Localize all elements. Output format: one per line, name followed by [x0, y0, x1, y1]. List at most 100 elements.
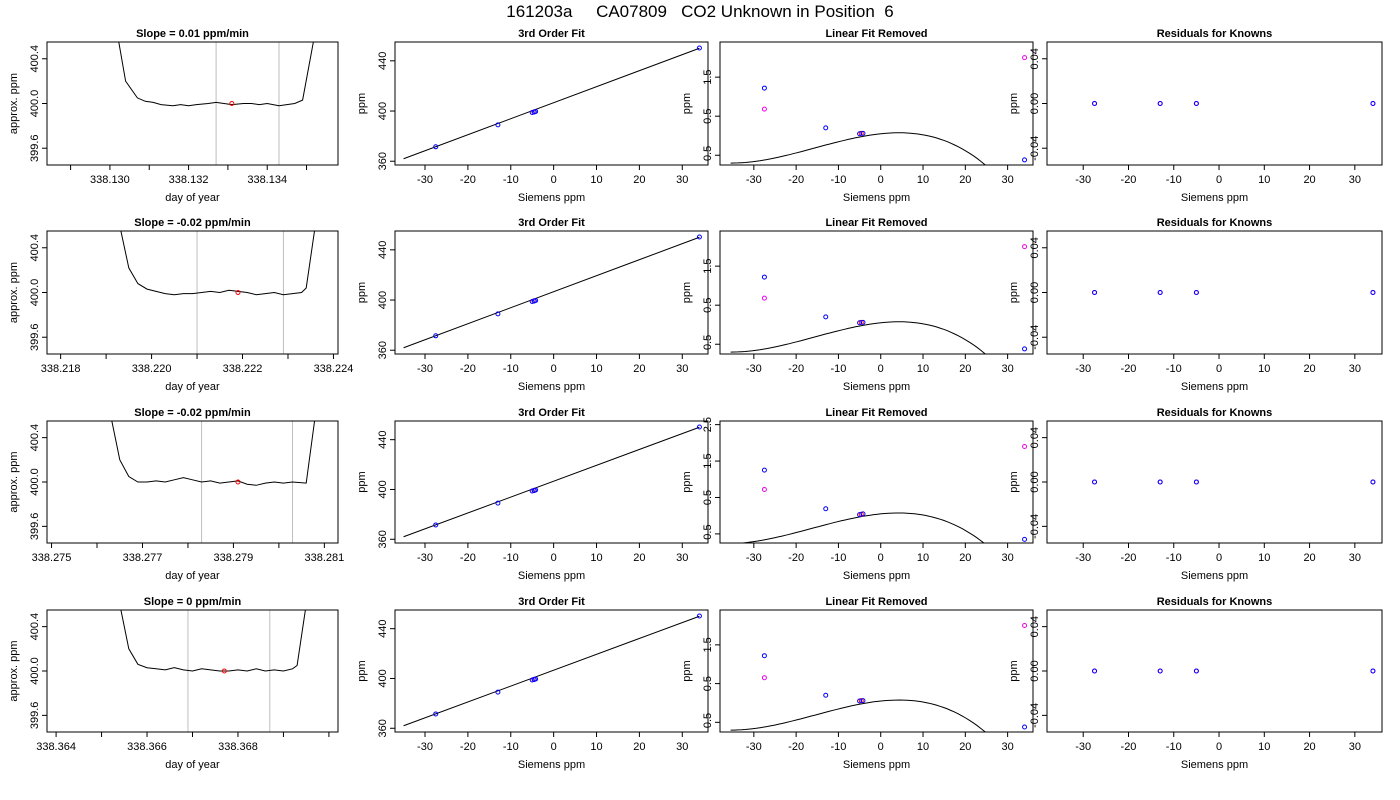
panel-title: Slope = -0.02 ppm/min — [134, 217, 251, 229]
x-tick-label: -10 — [1166, 363, 1182, 375]
y-tick-label: 399.6 — [29, 134, 41, 162]
known-point — [433, 144, 439, 150]
x-tick-label: 20 — [633, 174, 645, 186]
y-tick-label: 1.5 — [702, 258, 714, 273]
x-tick-label: 10 — [917, 174, 929, 186]
x-tick-label: 0 — [551, 363, 557, 375]
x-tick-label: -20 — [1121, 174, 1137, 186]
plot-frame — [1046, 420, 1383, 544]
known-point — [1370, 668, 1376, 674]
panel-title: Residuals for Knowns — [1157, 217, 1273, 229]
x-tick-label: 10 — [1258, 741, 1270, 753]
x-axis-label: day of year — [165, 570, 220, 582]
known-point — [495, 122, 501, 128]
raw-point — [761, 486, 767, 492]
x-tick-label: 338.277 — [123, 552, 163, 564]
known-point — [1193, 101, 1199, 106]
plot-frame — [46, 420, 339, 544]
y-axis-label: ppm — [1008, 282, 1020, 303]
x-tick-label: 20 — [959, 741, 971, 753]
x-tick-label: 0 — [878, 174, 884, 186]
raw-point — [1022, 443, 1028, 449]
plot-area — [120, 610, 306, 732]
x-tick-label: 0 — [551, 174, 557, 186]
concentration-trace — [120, 231, 315, 296]
y-axis-label: ppm — [681, 93, 693, 114]
plot-frame — [394, 230, 709, 355]
x-tick-label: -20 — [788, 741, 804, 753]
fit-line — [403, 47, 700, 160]
x-tick-label: 30 — [1001, 552, 1013, 564]
panel-r3-c3: Linear Fit Removed -30 -20 -10 0 10 20 30 -0.5 0.… — [681, 407, 1034, 582]
y-tick-label: 1.5 — [702, 453, 714, 468]
known-point — [696, 424, 702, 430]
panel-title: 3rd Order Fit — [518, 407, 585, 419]
plot-area — [403, 424, 702, 538]
y-tick-label: 399.6 — [29, 323, 41, 351]
x-tick-label: -10 — [830, 741, 846, 753]
x-tick-label: 338.130 — [90, 174, 130, 186]
x-tick-label: 30 — [1001, 363, 1013, 375]
known-point — [696, 45, 702, 51]
x-tick-label: 20 — [1303, 741, 1315, 753]
x-tick-label: 338.218 — [41, 363, 81, 375]
plot-frame — [394, 420, 709, 544]
y-tick-label: 400.0 — [29, 279, 41, 307]
known-point — [433, 333, 439, 339]
plot-frame — [719, 230, 1034, 355]
unknown-marker — [235, 479, 241, 485]
y-axis-label: ppm — [681, 471, 693, 492]
x-axis-label: Siemens ppm — [1181, 381, 1248, 393]
plot-area — [120, 231, 315, 354]
known-point — [433, 711, 439, 717]
x-tick-label: -30 — [417, 741, 433, 753]
known-point — [696, 613, 702, 619]
unknown-marker — [221, 668, 227, 674]
plot-area — [730, 244, 1028, 354]
panel-r4-c3: Linear Fit Removed -30 -20 -10 0 10 20 30 -0.5 0.… — [681, 596, 1034, 771]
plot-area — [730, 55, 1028, 165]
x-tick-label: 30 — [1001, 174, 1013, 186]
plot-area — [1092, 668, 1376, 674]
y-tick-label: -0.04 — [1029, 514, 1041, 539]
y-axis-label: ppm — [1008, 93, 1020, 114]
fit-curve — [730, 132, 987, 165]
y-tick-label: 0.04 — [1029, 427, 1041, 448]
plot-area — [111, 421, 316, 543]
y-tick-label: 0.00 — [1029, 471, 1041, 492]
panel-r4-c1: Slope = 0 ppm/min 338.364 338.366 338.368 39… — [8, 596, 339, 771]
plot-area — [730, 622, 1028, 732]
x-tick-label: -30 — [746, 174, 762, 186]
known-point — [495, 311, 501, 317]
y-tick-label: 360 — [377, 719, 389, 737]
y-axis-label: ppm — [356, 93, 368, 114]
known-point — [1193, 290, 1199, 295]
y-tick-label: -0.04 — [1029, 703, 1041, 728]
y-tick-label: 400.0 — [29, 90, 41, 118]
panel-title: Linear Fit Removed — [825, 596, 927, 608]
x-tick-label: 0 — [1216, 363, 1222, 375]
x-tick-label: 338.368 — [218, 741, 258, 753]
known-point — [1092, 479, 1098, 485]
plot-frame — [1046, 609, 1383, 733]
x-tick-label: -20 — [460, 741, 476, 753]
x-tick-label: 30 — [676, 363, 688, 375]
x-tick-label: -20 — [1121, 552, 1137, 564]
raw-point — [761, 295, 767, 301]
y-tick-label: 0.04 — [1029, 237, 1041, 258]
known-point — [433, 522, 439, 528]
known-point — [823, 314, 829, 320]
known-point — [1022, 346, 1028, 352]
plot-frame — [719, 420, 1034, 544]
y-tick-label: 400 — [377, 102, 389, 120]
known-point — [860, 698, 866, 704]
y-tick-label: 400 — [377, 669, 389, 687]
y-tick-label: -0.5 — [702, 713, 714, 732]
known-point — [823, 506, 829, 512]
known-point — [495, 689, 501, 695]
y-tick-label: -0.5 — [702, 524, 714, 543]
y-axis-label: ppm — [681, 282, 693, 303]
x-tick-label: 10 — [590, 363, 602, 375]
concentration-trace — [111, 421, 316, 486]
